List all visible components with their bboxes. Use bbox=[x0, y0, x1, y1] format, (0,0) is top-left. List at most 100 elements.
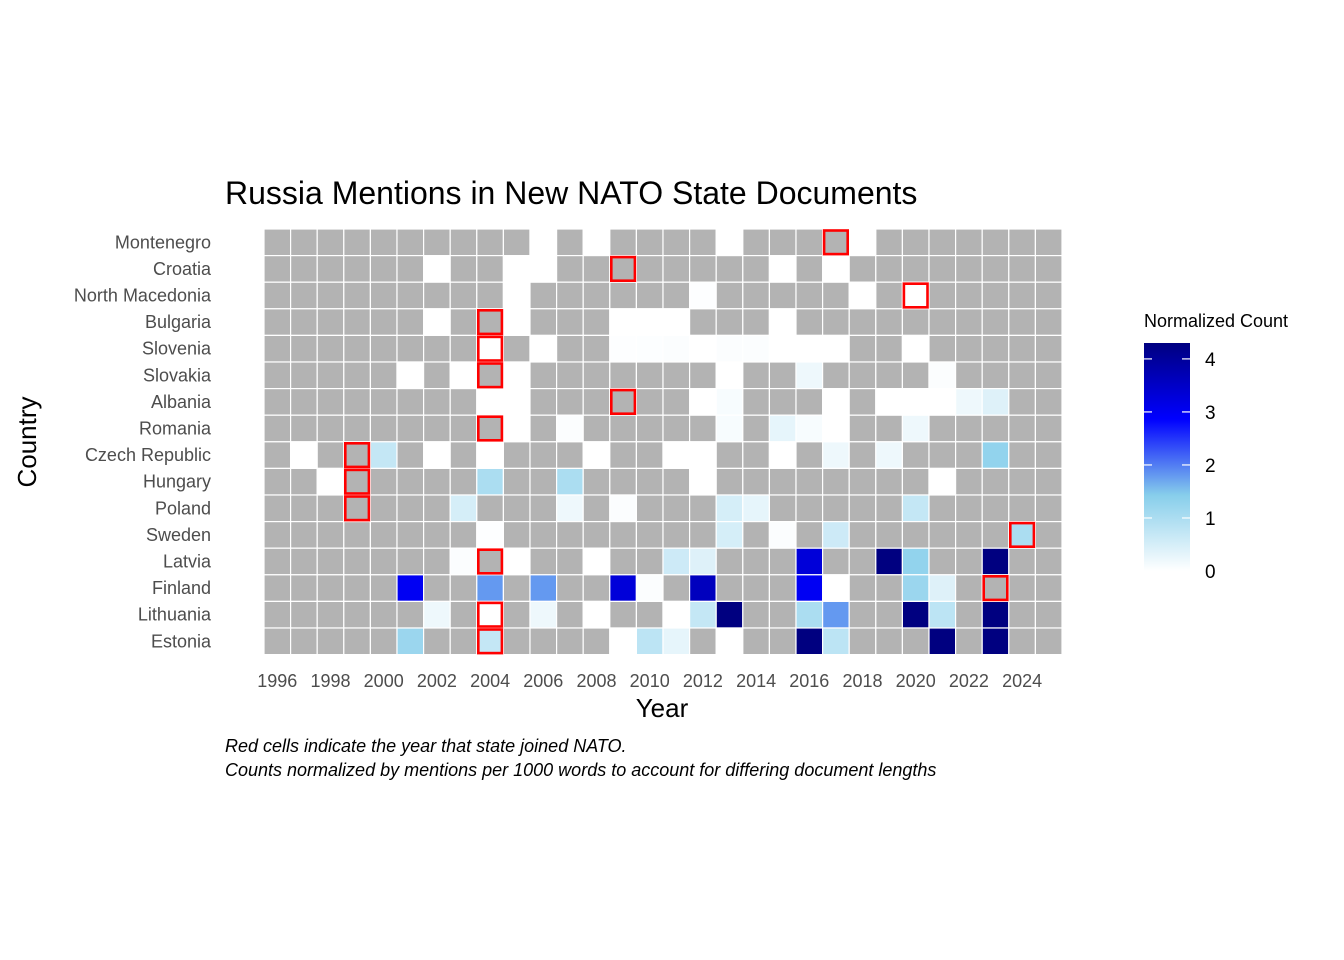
heatmap-cell bbox=[343, 255, 371, 283]
heatmap-cell bbox=[1008, 255, 1036, 283]
heatmap-cell bbox=[582, 520, 611, 549]
heatmap-cell bbox=[1034, 281, 1063, 310]
heatmap-cell bbox=[290, 388, 318, 416]
heatmap-cell bbox=[316, 388, 345, 416]
heatmap-cell bbox=[795, 467, 824, 496]
heatmap-cell bbox=[901, 494, 930, 523]
heatmap-cell bbox=[635, 334, 664, 363]
heatmap-cell bbox=[1008, 308, 1036, 336]
heatmap-cell bbox=[369, 467, 398, 496]
heatmap-cell bbox=[901, 467, 930, 496]
heatmap-cell bbox=[529, 308, 558, 336]
heatmap-cell bbox=[662, 228, 691, 257]
heatmap-cell bbox=[715, 255, 744, 283]
nato-join-highlight bbox=[476, 628, 504, 655]
heatmap-cell bbox=[1008, 388, 1036, 416]
heatmap-cell bbox=[954, 334, 983, 363]
heatmap-cell bbox=[369, 520, 398, 549]
heatmap-cell bbox=[954, 414, 983, 443]
heatmap-cell bbox=[423, 334, 451, 363]
heatmap-cell bbox=[1008, 547, 1036, 576]
heatmap-cell bbox=[662, 627, 691, 656]
heatmap-cell bbox=[1034, 334, 1063, 363]
heatmap-cell bbox=[688, 281, 717, 310]
heatmap-cell bbox=[449, 627, 478, 656]
y-tick-label: Poland bbox=[155, 498, 211, 518]
heatmap-cell bbox=[476, 467, 504, 496]
heatmap-cell bbox=[555, 228, 584, 257]
heatmap-cell bbox=[981, 494, 1010, 523]
heatmap-cell bbox=[423, 467, 451, 496]
heatmap-cell bbox=[263, 627, 292, 656]
heatmap-cell bbox=[1008, 334, 1036, 363]
heatmap-cell bbox=[795, 334, 824, 363]
heatmap-cell bbox=[369, 388, 398, 416]
heatmap-cell bbox=[263, 308, 292, 336]
heatmap-cell bbox=[875, 520, 903, 549]
heatmap-cell bbox=[476, 361, 504, 390]
heatmap-cell bbox=[795, 228, 824, 257]
heatmap-cell bbox=[1008, 600, 1036, 629]
heatmap-cell bbox=[981, 467, 1010, 496]
heatmap-cell bbox=[449, 228, 478, 257]
heatmap-cell bbox=[688, 627, 717, 656]
heatmap-cell bbox=[875, 600, 903, 629]
heatmap-cell bbox=[875, 467, 903, 496]
legend-tick-label: 1 bbox=[1205, 509, 1216, 530]
heatmap-cell bbox=[981, 627, 1010, 656]
y-tick-label: Sweden bbox=[146, 525, 211, 545]
heatmap-cell bbox=[821, 627, 850, 656]
heatmap-cell bbox=[263, 281, 292, 310]
heatmap-cell bbox=[768, 520, 797, 549]
heatmap-cell bbox=[369, 494, 398, 523]
heatmap-cell bbox=[821, 281, 850, 310]
heatmap-cell bbox=[609, 388, 637, 416]
heatmap-cell bbox=[635, 228, 664, 257]
heatmap-cell bbox=[343, 334, 371, 363]
heatmap-cell bbox=[343, 600, 371, 629]
heatmap-cell bbox=[768, 334, 797, 363]
heatmap-cell bbox=[901, 520, 930, 549]
heatmap-cell bbox=[449, 494, 478, 523]
heatmap-cell bbox=[635, 255, 664, 283]
heatmap-cell bbox=[928, 228, 957, 257]
heatmap-cell bbox=[795, 600, 824, 629]
heatmap-cell bbox=[396, 361, 425, 390]
heatmap-cell bbox=[768, 361, 797, 390]
y-tick-label: Finland bbox=[152, 578, 211, 598]
heatmap-cell bbox=[423, 441, 451, 469]
heatmap-cell bbox=[316, 308, 345, 336]
heatmap-cell bbox=[928, 281, 957, 310]
heatmap-cell bbox=[476, 520, 504, 549]
heatmap-cell bbox=[954, 308, 983, 336]
heatmap-cell bbox=[848, 361, 877, 390]
heatmap-cell bbox=[821, 255, 850, 283]
heatmap-cell bbox=[396, 600, 425, 629]
heatmap-cell bbox=[316, 547, 345, 576]
heatmap-cell bbox=[529, 334, 558, 363]
heatmap-cell bbox=[476, 414, 504, 443]
heatmap-cell bbox=[795, 308, 824, 336]
heatmap-cell bbox=[529, 228, 558, 257]
heatmap-cell bbox=[662, 414, 691, 443]
heatmap-cell bbox=[635, 520, 664, 549]
heatmap-cell bbox=[954, 255, 983, 283]
heatmap-cell bbox=[715, 228, 744, 257]
heatmap-cell bbox=[821, 441, 850, 469]
heatmap-cell bbox=[609, 600, 637, 629]
x-tick-label: 2024 bbox=[1002, 671, 1042, 691]
heatmap-cell bbox=[635, 627, 664, 656]
heatmap-cell bbox=[555, 388, 584, 416]
heatmap-cell bbox=[848, 600, 877, 629]
heatmap-cell bbox=[768, 281, 797, 310]
heatmap-cell bbox=[343, 627, 371, 656]
y-tick-label: Czech Republic bbox=[85, 445, 211, 465]
heatmap-cell bbox=[343, 281, 371, 310]
heatmap-cell bbox=[715, 574, 744, 602]
heatmap-cell bbox=[609, 228, 637, 257]
heatmap-cell bbox=[449, 414, 478, 443]
heatmap-cell bbox=[742, 388, 770, 416]
heatmap-cell bbox=[396, 627, 425, 656]
heatmap-cell bbox=[396, 574, 425, 602]
heatmap-cell bbox=[502, 467, 531, 496]
